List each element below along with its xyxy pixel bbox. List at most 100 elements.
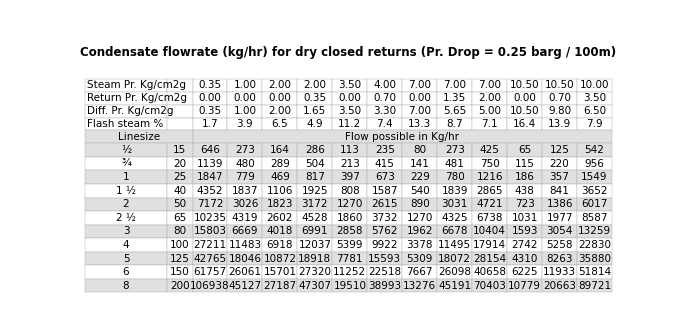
Bar [542, 117, 577, 130]
Bar [167, 198, 192, 211]
Bar [262, 265, 297, 279]
Bar [262, 143, 297, 157]
Bar [228, 117, 262, 130]
Text: 7.1: 7.1 [481, 119, 498, 129]
Text: 100: 100 [170, 240, 190, 250]
Text: 20663: 20663 [543, 280, 576, 291]
Bar [85, 130, 192, 143]
Text: 1837: 1837 [232, 186, 258, 196]
Bar [472, 157, 507, 171]
Bar [262, 225, 297, 238]
Text: 7667: 7667 [407, 267, 433, 277]
Text: 7.9: 7.9 [586, 119, 603, 129]
Bar [507, 171, 542, 184]
Bar [262, 157, 297, 171]
Bar [507, 225, 542, 238]
Text: 10.50: 10.50 [510, 81, 539, 90]
Text: 956: 956 [585, 159, 605, 169]
Bar [507, 105, 542, 117]
Text: 480: 480 [235, 159, 255, 169]
Text: 28154: 28154 [473, 253, 506, 264]
Bar [577, 252, 612, 265]
Bar [297, 225, 333, 238]
Text: 469: 469 [270, 172, 290, 182]
Text: 397: 397 [340, 172, 360, 182]
Bar [403, 143, 437, 157]
Bar [192, 171, 228, 184]
Bar [437, 157, 472, 171]
Text: 2.00: 2.00 [269, 81, 292, 90]
Text: 8587: 8587 [581, 213, 608, 223]
Text: 11.2: 11.2 [338, 119, 362, 129]
Text: 10779: 10779 [508, 280, 541, 291]
Bar [507, 92, 542, 105]
Bar [262, 184, 297, 198]
Text: 4325: 4325 [441, 213, 468, 223]
Bar [577, 143, 612, 157]
Bar [507, 184, 542, 198]
Text: 6991: 6991 [302, 226, 328, 237]
Bar [403, 105, 437, 117]
Bar [167, 225, 192, 238]
Bar [472, 198, 507, 211]
Bar [367, 238, 403, 252]
Text: 113: 113 [340, 145, 360, 155]
Text: 1962: 1962 [407, 226, 433, 237]
Text: 51814: 51814 [578, 267, 611, 277]
Text: ½: ½ [121, 145, 131, 155]
Text: 438: 438 [515, 186, 534, 196]
Text: 6669: 6669 [232, 226, 258, 237]
Text: 3054: 3054 [546, 226, 573, 237]
Text: 673: 673 [375, 172, 394, 182]
Text: Diff. Pr. Kg/cm2g: Diff. Pr. Kg/cm2g [87, 106, 173, 116]
Bar [437, 105, 472, 117]
Bar [367, 105, 403, 117]
Text: 0.00: 0.00 [199, 93, 222, 103]
Bar [542, 198, 577, 211]
Bar [167, 211, 192, 225]
Bar [437, 279, 472, 292]
Text: 273: 273 [235, 145, 255, 155]
Bar [167, 171, 192, 184]
Text: 10872: 10872 [263, 253, 296, 264]
Bar [437, 171, 472, 184]
Bar [472, 211, 507, 225]
Bar [85, 252, 167, 265]
Text: 890: 890 [410, 199, 430, 209]
Bar [542, 238, 577, 252]
Text: 1.65: 1.65 [303, 106, 326, 116]
Text: 1593: 1593 [511, 226, 538, 237]
Bar [297, 238, 333, 252]
Bar [297, 184, 333, 198]
Bar [85, 211, 167, 225]
Text: 1270: 1270 [407, 213, 433, 223]
Text: 8263: 8263 [546, 253, 573, 264]
Bar [472, 79, 507, 92]
Bar [262, 171, 297, 184]
Text: 6.50: 6.50 [583, 106, 606, 116]
Bar [167, 265, 192, 279]
Bar [333, 225, 367, 238]
Text: 750: 750 [480, 159, 500, 169]
Text: 8: 8 [122, 280, 129, 291]
Text: 5.65: 5.65 [443, 106, 466, 116]
Bar [367, 92, 403, 105]
Bar [228, 79, 262, 92]
Bar [577, 238, 612, 252]
Text: 5399: 5399 [337, 240, 363, 250]
Text: 20: 20 [173, 159, 186, 169]
Bar [542, 265, 577, 279]
Bar [367, 225, 403, 238]
Text: 1.00: 1.00 [233, 106, 256, 116]
Bar [367, 79, 403, 92]
Text: 42765: 42765 [193, 253, 226, 264]
Bar [542, 225, 577, 238]
Text: 3.50: 3.50 [338, 106, 361, 116]
Text: 0.00: 0.00 [269, 93, 291, 103]
Bar [85, 265, 167, 279]
Text: 15701: 15701 [263, 267, 296, 277]
Bar [192, 79, 228, 92]
Text: Steam Pr. Kg/cm2g: Steam Pr. Kg/cm2g [87, 81, 186, 90]
Text: 10235: 10235 [194, 213, 226, 223]
Text: 115: 115 [515, 159, 534, 169]
